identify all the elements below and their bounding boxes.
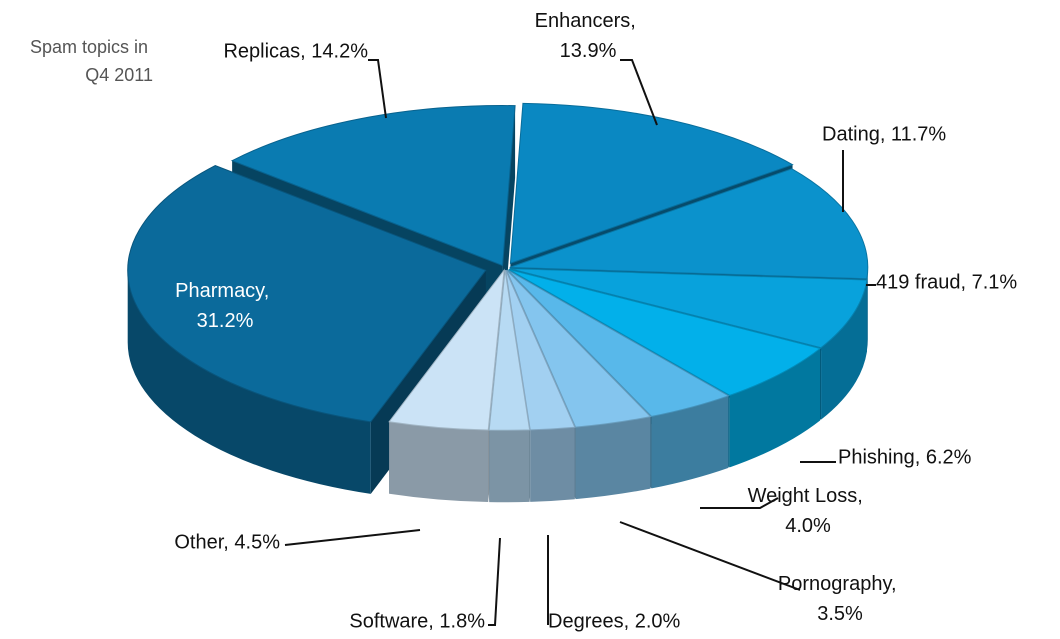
data-label: Software, 1.8% [349, 610, 485, 632]
slice [388, 268, 505, 503]
leader-line [700, 497, 779, 509]
slice-side [575, 416, 651, 500]
slice-top [509, 268, 868, 349]
slice-side [127, 270, 371, 494]
leader-line [368, 59, 387, 119]
data-label: Other, 4.5% [174, 531, 280, 553]
slice-top [508, 268, 822, 396]
slice-side [651, 395, 729, 489]
slice-top [505, 270, 576, 431]
slice-side [489, 429, 530, 503]
slice-side [530, 427, 575, 502]
slice-top [506, 269, 652, 428]
chart-title: Spam topics in Q4 2011 [30, 37, 153, 85]
slice [488, 270, 531, 503]
data-label: Dating, 11.7% [822, 123, 946, 145]
slice-side [821, 279, 867, 420]
data-label: Weight Loss, 4.0% [748, 485, 869, 537]
slice-top [230, 105, 516, 267]
slice-top [388, 268, 505, 431]
data-label: Degrees, 2.0% [548, 610, 681, 632]
data-label: Pharmacy, 31.2% [175, 280, 275, 332]
data-label: Replicas, 14.2% [223, 40, 368, 62]
leader-line [619, 521, 801, 591]
slice-side [389, 421, 489, 503]
leader-line [620, 59, 658, 126]
slice-top [488, 270, 531, 431]
slice-top [509, 102, 794, 264]
slice-side [729, 348, 821, 468]
data-label: Enhancers, 13.9% [535, 10, 642, 62]
slice-top [509, 168, 869, 280]
leader-line [284, 529, 421, 546]
slice-top [127, 164, 487, 423]
data-label: Pornography, 3.5% [778, 573, 902, 625]
data-label: 419 fraud, 7.1% [876, 271, 1017, 293]
slice-side [866, 267, 868, 351]
leader-line [488, 537, 501, 626]
slice-top [507, 269, 730, 417]
data-label: Phishing, 6.2% [838, 446, 972, 468]
